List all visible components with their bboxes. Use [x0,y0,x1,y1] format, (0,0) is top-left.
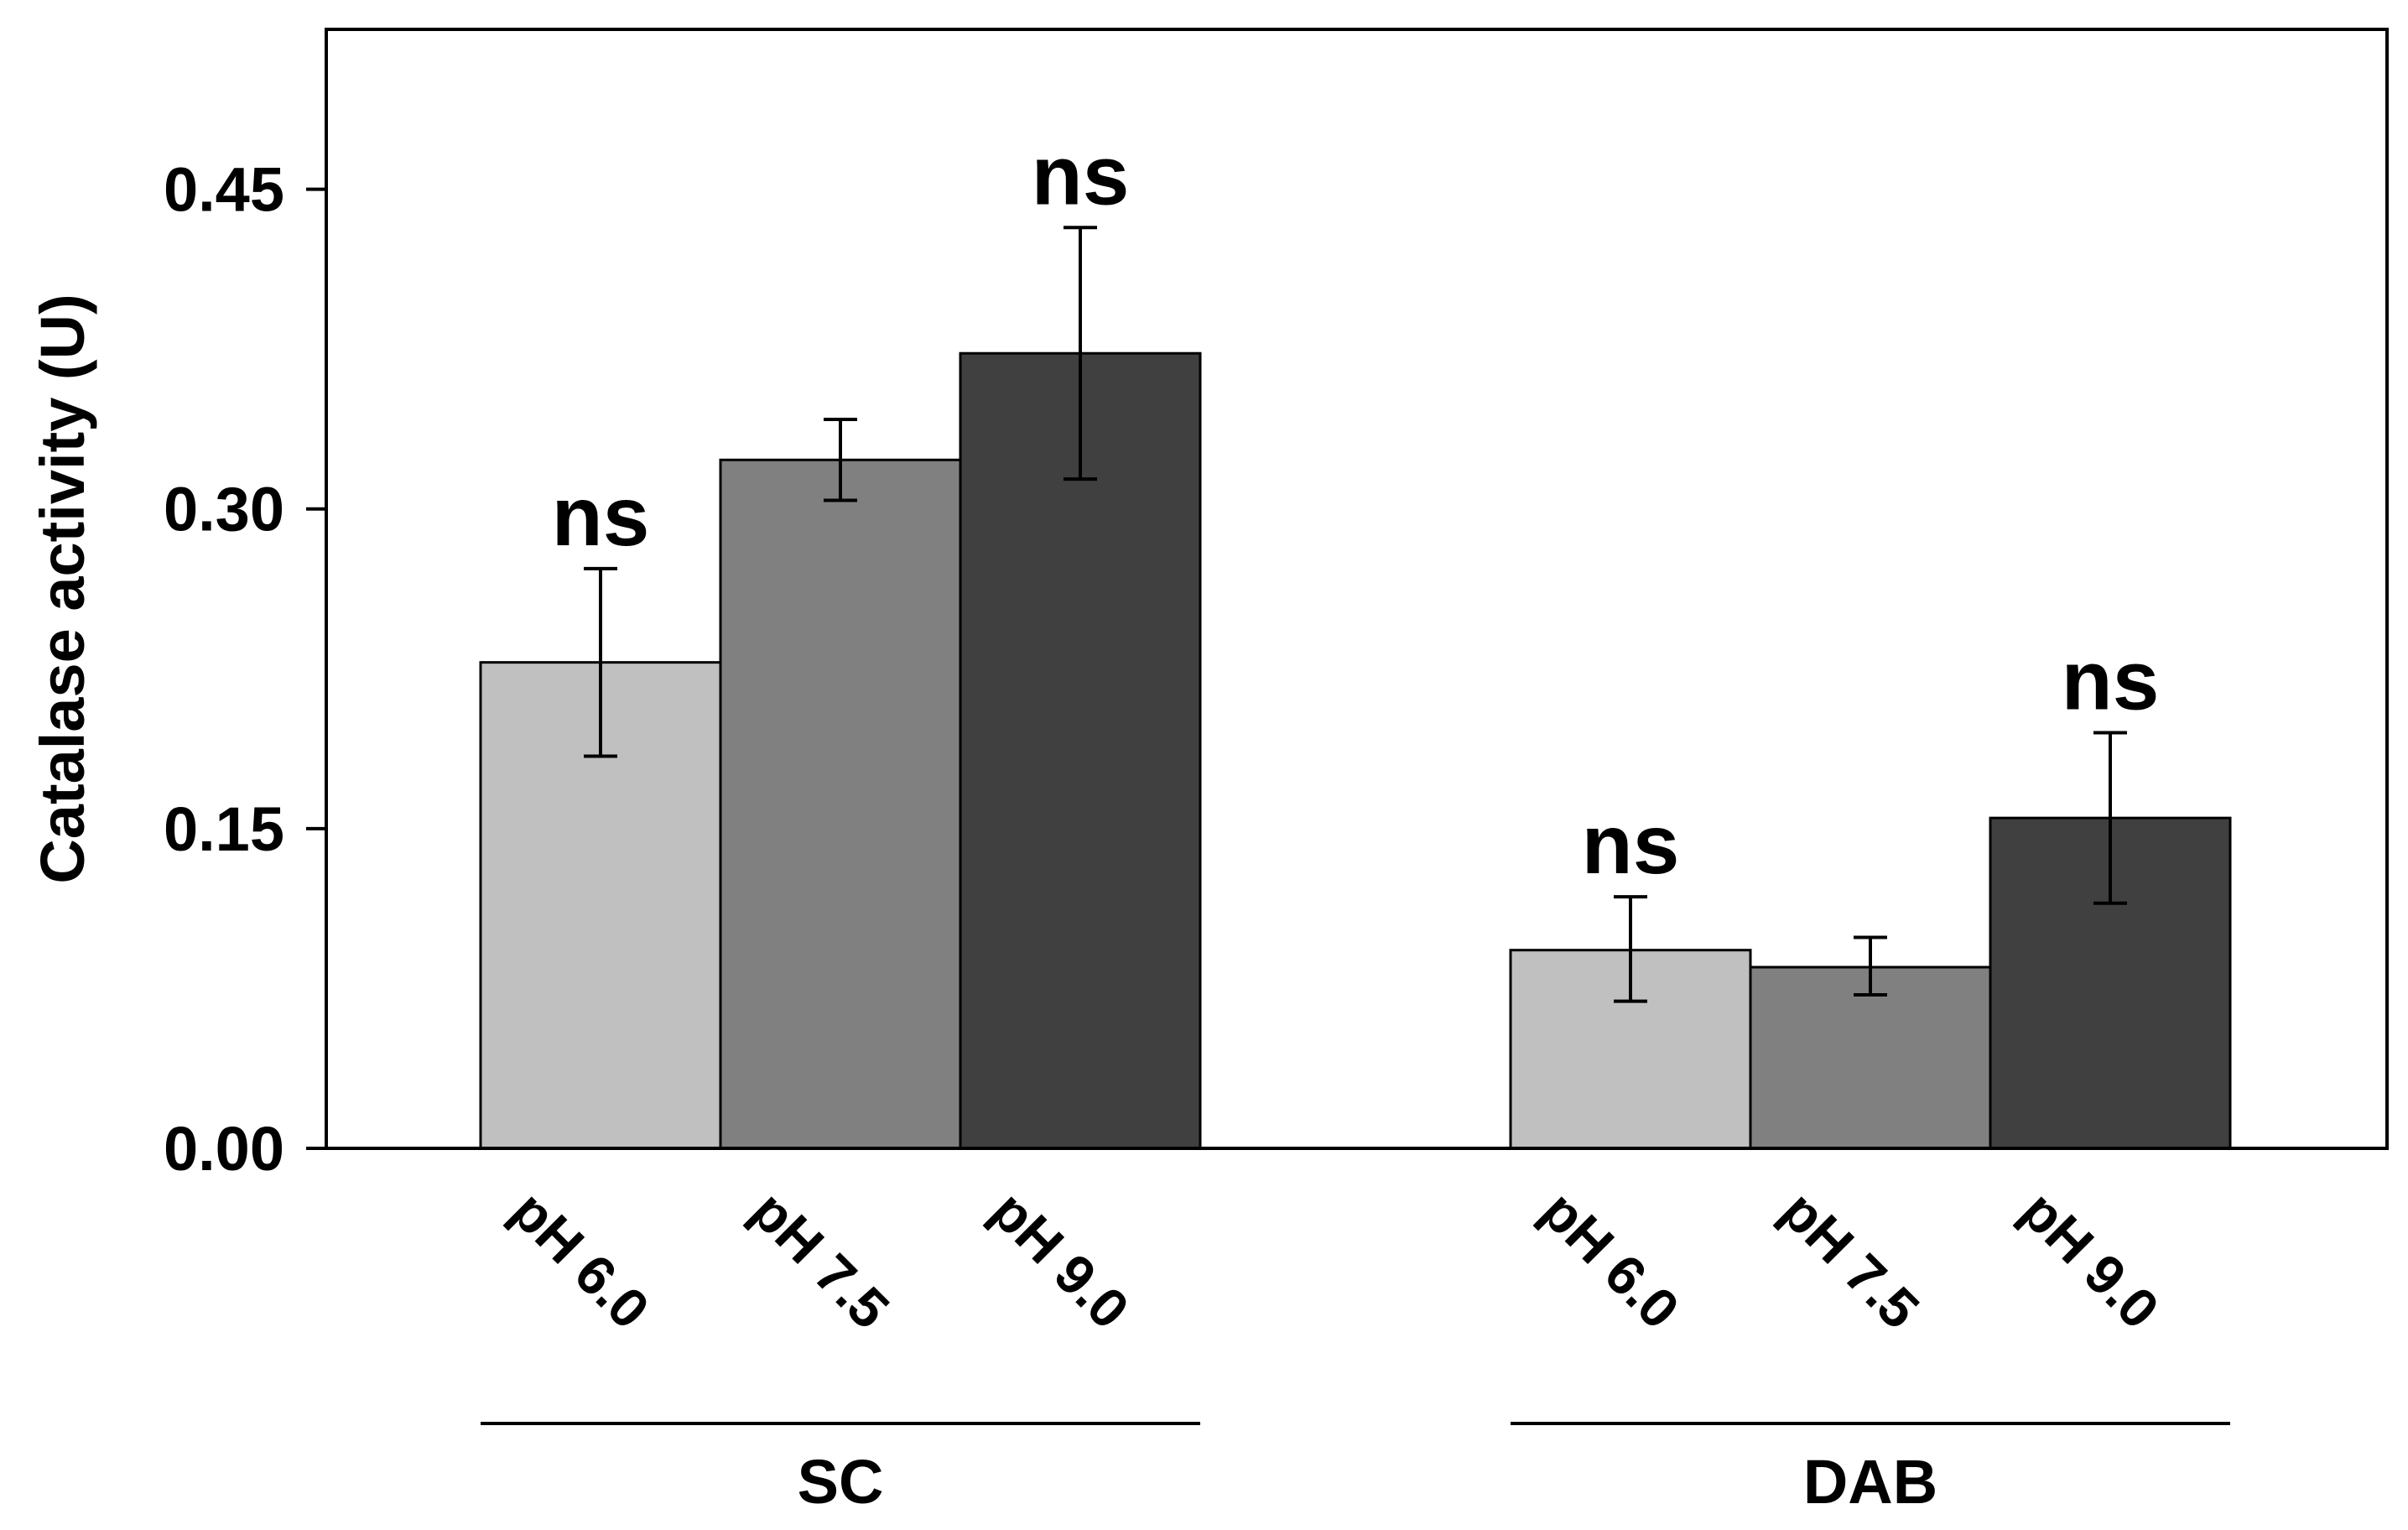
y-axis: 0.00 0.15 0.30 0.45 [164,155,326,1184]
x-category-label: pH 7.5 [1770,1179,1931,1340]
y-tick-label: 0.00 [164,1114,284,1184]
significance-label: ns [552,470,650,564]
y-tick-label: 0.15 [164,794,284,864]
x-category-label: pH 6.0 [1530,1179,1691,1340]
significance-label: ns [1032,128,1130,222]
bars: ns ns ns ns [326,128,2387,1150]
x-category-label: pH 6.0 [500,1179,661,1340]
bar-sc-75 [719,458,962,1150]
bar-dab-75 [1749,965,1992,1150]
y-tick-label: 0.45 [164,155,284,225]
significance-label: ns [2062,634,2160,728]
group-label-sc: SC [798,1447,884,1517]
category-labels: pH 6.0 pH 7.5 pH 9.0 SC pH 6.0 pH 7.5 pH 9.0 DA… [481,1179,2230,1517]
x-category-label: pH 9.0 [2010,1179,2171,1340]
y-axis-title: Catalase activity (U) [28,294,97,883]
bar-sc-90 [959,351,1202,1150]
y-tick-label: 0.30 [164,475,284,544]
x-category-label: pH 7.5 [740,1179,901,1340]
significance-label: ns [1582,798,1680,892]
x-category-label: pH 9.0 [980,1179,1141,1340]
group-label-dab: DAB [1803,1447,1937,1517]
